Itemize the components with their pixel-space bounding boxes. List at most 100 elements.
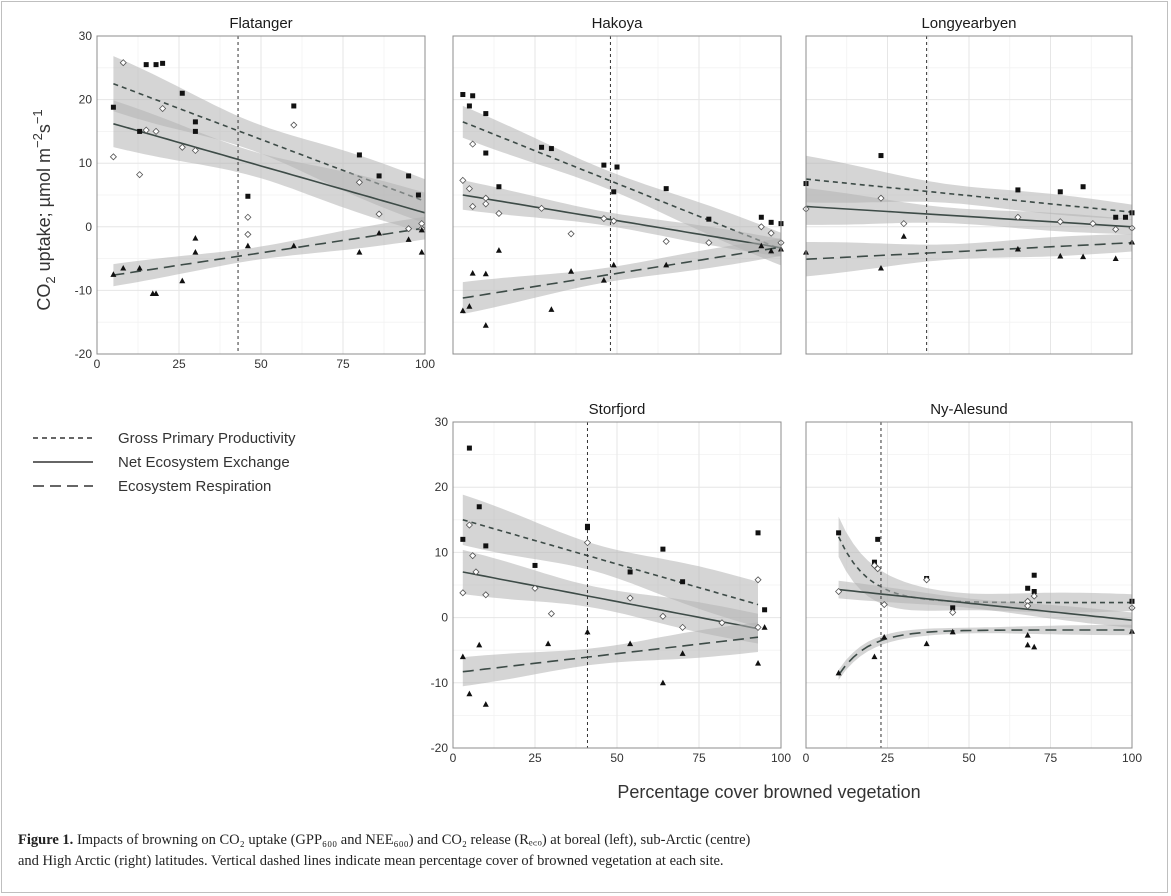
x-tick-label: 50 bbox=[962, 751, 976, 765]
point-gpp bbox=[758, 214, 764, 220]
y-tick-label: 30 bbox=[79, 29, 93, 43]
point-reco bbox=[459, 307, 466, 314]
point-reco bbox=[659, 679, 666, 686]
point-reco bbox=[1014, 245, 1021, 252]
point-nee bbox=[375, 210, 383, 218]
point-nee bbox=[109, 153, 117, 161]
x-tick-label: 0 bbox=[450, 751, 457, 765]
point-gpp bbox=[660, 546, 666, 552]
point-reco bbox=[871, 653, 878, 660]
point-gpp bbox=[143, 62, 149, 68]
point-reco bbox=[495, 247, 502, 253]
confidence-band bbox=[462, 549, 758, 644]
point-gpp bbox=[950, 605, 956, 611]
point-gpp bbox=[611, 189, 617, 195]
point-reco bbox=[459, 653, 466, 660]
point-reco bbox=[1057, 252, 1064, 259]
confidence-band bbox=[462, 180, 781, 257]
point-reco bbox=[545, 640, 552, 647]
point-nee bbox=[465, 521, 473, 529]
caption-label: Figure 1. bbox=[18, 832, 74, 848]
fit-line-gpp bbox=[462, 519, 759, 606]
point-reco bbox=[584, 628, 591, 635]
point-reco bbox=[244, 242, 251, 249]
x-tick-label: 50 bbox=[254, 357, 268, 371]
y-tick-label: 20 bbox=[435, 480, 449, 494]
point-reco bbox=[1024, 641, 1031, 648]
point-gpp bbox=[1080, 184, 1086, 190]
y-tick-label: 10 bbox=[79, 156, 93, 170]
point-gpp bbox=[376, 173, 382, 179]
point-nee bbox=[1024, 602, 1032, 610]
confidence-band bbox=[113, 100, 426, 234]
point-nee bbox=[495, 209, 503, 218]
point-reco bbox=[376, 229, 383, 236]
point-nee bbox=[482, 591, 490, 599]
point-gpp bbox=[179, 90, 185, 96]
panel-storfjord: Storfjord -20 -10 0 10 20 30 0 25 50 75 100 bbox=[431, 401, 792, 765]
panel-border bbox=[452, 35, 782, 355]
point-nee bbox=[482, 200, 490, 208]
figure-canvas: CO2 uptake; µmol m−2s−1 Percentage cover… bbox=[30, 15, 1143, 802]
point-nee bbox=[877, 194, 885, 202]
point-nee bbox=[244, 230, 252, 238]
point-gpp bbox=[768, 219, 774, 225]
point-reco bbox=[192, 249, 199, 255]
point-gpp bbox=[496, 184, 502, 190]
point-gpp bbox=[460, 92, 466, 98]
panel-hakoya: Hakoya bbox=[452, 15, 785, 355]
point-gpp bbox=[878, 153, 884, 159]
point-gpp bbox=[1015, 187, 1021, 193]
point-nee bbox=[355, 178, 363, 186]
point-reco bbox=[627, 640, 634, 647]
x-tick-label: 25 bbox=[528, 751, 542, 765]
panel-border bbox=[805, 35, 1133, 355]
point-gpp bbox=[483, 150, 489, 156]
fit-line-nee bbox=[838, 588, 1133, 621]
point-reco bbox=[877, 264, 884, 271]
x-tick-label: 0 bbox=[803, 751, 810, 765]
point-gpp bbox=[245, 193, 251, 199]
point-nee bbox=[767, 229, 775, 237]
point-gpp bbox=[601, 162, 607, 168]
point-gpp bbox=[1057, 189, 1063, 195]
x-tick-label: 0 bbox=[94, 357, 101, 371]
point-nee bbox=[142, 126, 150, 134]
x-tick-label: 75 bbox=[336, 357, 350, 371]
fit-line-gpp bbox=[805, 178, 1133, 213]
point-gpp bbox=[680, 579, 686, 585]
point-nee bbox=[600, 214, 608, 223]
fit-line-nee bbox=[113, 123, 426, 214]
y-tick-label: 0 bbox=[85, 220, 92, 234]
confidence-band bbox=[806, 188, 1132, 235]
point-gpp bbox=[755, 530, 761, 536]
point-nee bbox=[880, 600, 888, 609]
legend-nee-label: Net Ecosystem Exchange bbox=[118, 454, 290, 471]
point-gpp bbox=[460, 536, 466, 542]
point-reco bbox=[469, 270, 476, 276]
point-gpp bbox=[1122, 214, 1128, 220]
y-tick-label: 10 bbox=[435, 545, 449, 559]
point-reco bbox=[881, 633, 888, 640]
point-gpp bbox=[476, 504, 482, 510]
point-gpp bbox=[1025, 585, 1031, 591]
point-nee bbox=[679, 623, 687, 631]
panel-border bbox=[452, 421, 782, 749]
confidence-band bbox=[462, 622, 758, 687]
point-nee bbox=[1014, 213, 1022, 221]
point-reco bbox=[290, 242, 297, 249]
point-gpp bbox=[1031, 572, 1037, 578]
point-reco bbox=[356, 249, 363, 255]
point-nee bbox=[405, 225, 413, 233]
point-gpp bbox=[356, 152, 362, 158]
point-reco bbox=[466, 303, 473, 309]
y-tick-label: 30 bbox=[435, 415, 449, 429]
point-gpp bbox=[1031, 589, 1037, 595]
point-reco bbox=[482, 322, 489, 328]
point-gpp bbox=[470, 93, 476, 99]
confidence-band bbox=[462, 238, 781, 314]
point-reco bbox=[476, 641, 483, 648]
fit-line-reco bbox=[113, 227, 426, 276]
